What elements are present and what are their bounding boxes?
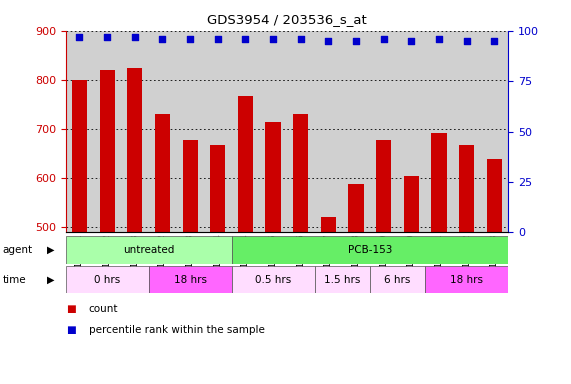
- Bar: [404, 176, 419, 232]
- Bar: [99, 70, 115, 232]
- Point: [268, 36, 278, 42]
- Bar: [72, 80, 87, 232]
- Text: untreated: untreated: [123, 245, 174, 255]
- Point: [324, 38, 333, 44]
- Bar: [232, 236, 508, 264]
- Point: [296, 36, 305, 42]
- Bar: [66, 236, 232, 264]
- Point: [462, 38, 471, 44]
- Bar: [315, 266, 370, 293]
- Point: [241, 36, 250, 42]
- Bar: [376, 140, 391, 232]
- Text: PCB-153: PCB-153: [348, 245, 392, 255]
- Text: ▶: ▶: [47, 245, 54, 255]
- Bar: [232, 266, 315, 293]
- Bar: [432, 132, 447, 232]
- Bar: [370, 266, 425, 293]
- Point: [103, 34, 112, 40]
- Text: 18 hrs: 18 hrs: [174, 275, 207, 285]
- Bar: [486, 159, 502, 232]
- Bar: [425, 266, 508, 293]
- Bar: [183, 140, 198, 232]
- Bar: [148, 266, 232, 293]
- Bar: [321, 217, 336, 232]
- Bar: [210, 145, 226, 232]
- Bar: [293, 114, 308, 232]
- Bar: [127, 68, 142, 232]
- Text: 18 hrs: 18 hrs: [450, 275, 483, 285]
- Point: [158, 36, 167, 42]
- Text: agent: agent: [3, 245, 33, 255]
- Text: 0 hrs: 0 hrs: [94, 275, 120, 285]
- Text: percentile rank within the sample: percentile rank within the sample: [89, 325, 264, 335]
- Text: ▶: ▶: [47, 275, 54, 285]
- Text: ■: ■: [66, 325, 75, 335]
- Point: [186, 36, 195, 42]
- Bar: [348, 184, 364, 232]
- Point: [435, 36, 444, 42]
- Point: [130, 34, 139, 40]
- Point: [379, 36, 388, 42]
- Point: [213, 36, 222, 42]
- Text: 6 hrs: 6 hrs: [384, 275, 411, 285]
- Text: time: time: [3, 275, 26, 285]
- Point: [490, 38, 499, 44]
- Bar: [155, 114, 170, 232]
- Text: GDS3954 / 203536_s_at: GDS3954 / 203536_s_at: [207, 13, 367, 26]
- Point: [352, 38, 361, 44]
- Bar: [66, 266, 148, 293]
- Bar: [266, 122, 281, 232]
- Bar: [238, 96, 253, 232]
- Bar: [459, 145, 475, 232]
- Point: [75, 34, 84, 40]
- Text: count: count: [89, 304, 118, 314]
- Point: [407, 38, 416, 44]
- Text: 0.5 hrs: 0.5 hrs: [255, 275, 291, 285]
- Text: 1.5 hrs: 1.5 hrs: [324, 275, 360, 285]
- Text: ■: ■: [66, 304, 75, 314]
